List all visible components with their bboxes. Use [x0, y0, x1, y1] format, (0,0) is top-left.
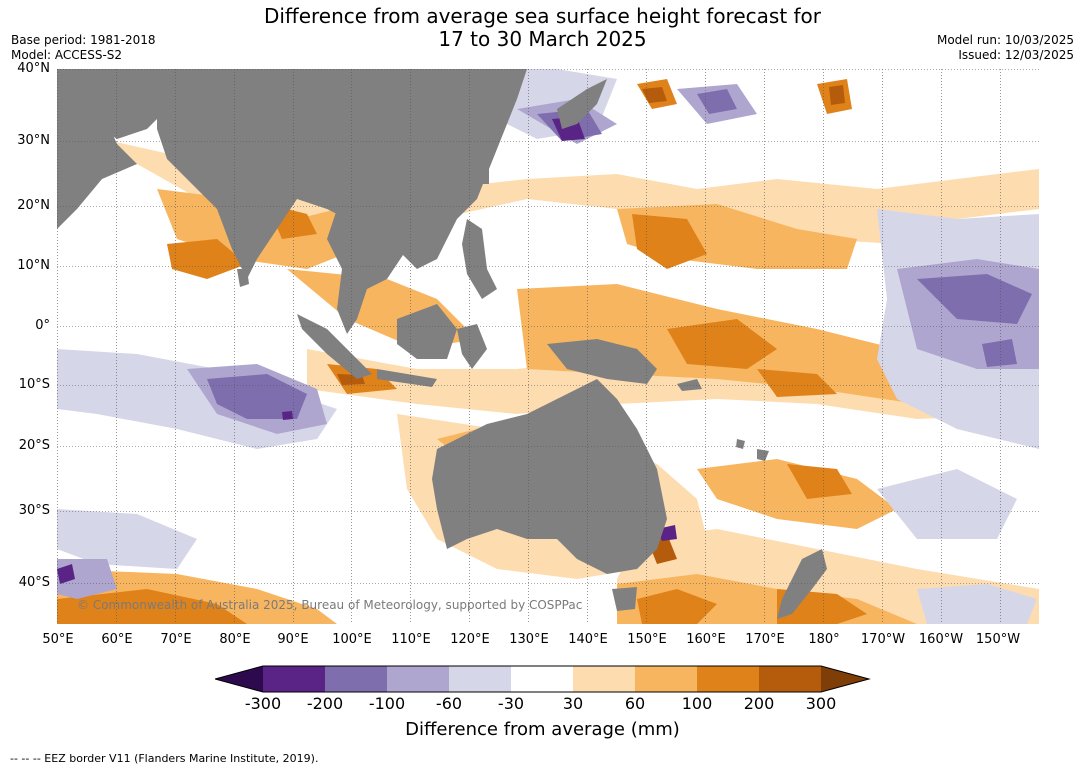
copyright-notice: © Commonwealth of Australia 2025, Bureau… [77, 598, 583, 612]
colorbar-tick: -30 [497, 694, 525, 713]
taiwan-land [482, 169, 489, 184]
lat-label-30s: 30°S [18, 503, 50, 518]
model-name: Model: ACCESS-S2 [11, 48, 123, 62]
colorbar-tick: 60 [624, 694, 646, 713]
japan-land [557, 79, 607, 129]
lon-label-150w: 150°W [975, 632, 1021, 647]
colorbar-tick: 200 [743, 694, 775, 713]
arabia-land [57, 69, 187, 139]
lon-label-150e: 150°E [627, 632, 667, 647]
base-period: Base period: 1981-2018 [11, 33, 156, 47]
indochina-land [327, 209, 407, 334]
lon-label-180: 180° [808, 632, 840, 647]
new-zealand-land [777, 549, 827, 619]
lon-label-140e: 140°E [568, 632, 608, 647]
colorbar-tick: -200 [306, 694, 344, 713]
lon-label-100e: 100°E [332, 632, 372, 647]
colorbar-bin-5 [511, 666, 573, 692]
sumatra-land [297, 314, 372, 379]
land-masses [57, 69, 827, 619]
new-guinea-land [547, 339, 657, 384]
borneo-land [397, 304, 457, 359]
java-land [377, 369, 437, 387]
lon-label-60e: 60°E [101, 632, 133, 647]
lon-label-170e: 170°E [745, 632, 785, 647]
solomon-islands [677, 379, 702, 391]
colorbar-bin-1 [263, 666, 325, 692]
lat-label-10s: 10°S [18, 377, 50, 392]
lon-label-90e: 90°E [277, 632, 309, 647]
colorbar-title: Difference from average (mm) [405, 719, 680, 740]
tasmania-land [612, 587, 637, 611]
lat-label-20s: 20°S [18, 438, 50, 453]
colorbar-bin-9 [759, 666, 821, 692]
sea-surface-height-map [57, 69, 1039, 624]
colorbar-tick: 300 [805, 694, 837, 713]
colorbar-bin-6 [573, 666, 635, 692]
lon-label-120e: 120°E [450, 632, 490, 647]
colorbar-bin-3 [387, 666, 449, 692]
lat-label-10n: 10°N [17, 258, 50, 273]
new-caledonia-land [757, 449, 769, 461]
asia-land [157, 69, 527, 279]
colorbar-outline [213, 665, 871, 693]
lon-label-130e: 130°E [509, 632, 549, 647]
colorbar-arrow-low [215, 666, 263, 692]
meta-left: Base period: 1981-2018 Model: ACCESS-S2 [11, 33, 156, 63]
colorbar-tick: -300 [244, 694, 282, 713]
issued-date: Issued: 12/03/2025 [958, 48, 1074, 62]
colorbar-tick: 100 [681, 694, 713, 713]
philippines-land [462, 219, 497, 299]
chart-title-line2: 17 to 30 March 2025 [438, 27, 647, 51]
lat-label-0: 0° [35, 318, 50, 333]
sulawesi-land [457, 324, 487, 369]
model-run: Model run: 10/03/2025 [936, 33, 1074, 47]
colorbar [213, 664, 871, 698]
colorbar-svg [213, 665, 871, 693]
chart-title-line1: Difference from average sea surface heig… [263, 4, 822, 28]
lon-label-50e: 50°E [42, 632, 74, 647]
meta-right: Model run: 10/03/2025 Issued: 12/03/2025 [937, 33, 1074, 63]
colorbar-bin-8 [697, 666, 759, 692]
colorbar-tick: -60 [435, 694, 463, 713]
lon-label-170w: 170°W [860, 632, 906, 647]
graticule [57, 69, 1039, 624]
lon-label-160w: 160°W [918, 632, 964, 647]
colorbar-bin-4 [449, 666, 511, 692]
lon-label-160e: 160°E [686, 632, 726, 647]
map-canvas [57, 69, 1039, 624]
lat-label-40s: 40°S [18, 575, 50, 590]
eez-footnote: -- -- -- EEZ border V11 (Flanders Marine… [10, 752, 319, 765]
lat-label-40n: 40°N [17, 61, 50, 76]
colorbar-bin-2 [325, 666, 387, 692]
lon-label-80e: 80°E [219, 632, 251, 647]
lon-label-70e: 70°E [160, 632, 192, 647]
sri-lanka-land [237, 269, 249, 287]
australia-land [432, 379, 667, 574]
colorbar-arrow-high [821, 666, 869, 692]
colorbar-tick: 30 [562, 694, 584, 713]
colorbar-tick: -100 [368, 694, 406, 713]
lon-label-110e: 110°E [391, 632, 431, 647]
lat-label-20n: 20°N [17, 198, 50, 213]
africa-land [57, 94, 137, 229]
colorbar-bin-7 [635, 666, 697, 692]
lat-label-30n: 30°N [17, 133, 50, 148]
